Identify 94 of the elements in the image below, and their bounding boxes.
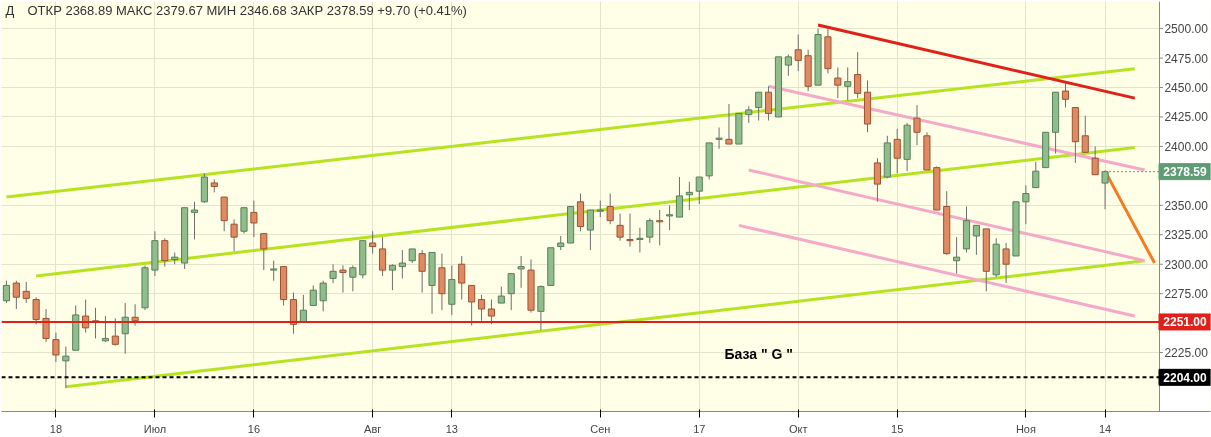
candlestick	[190, 201, 199, 240]
candlestick	[844, 66, 852, 101]
candlestick	[656, 209, 664, 246]
candlestick	[1081, 115, 1089, 153]
candlestick	[220, 196, 228, 232]
candlestick	[230, 218, 238, 252]
y-tick-label: 2275.00	[1164, 287, 1209, 302]
candlestick	[873, 157, 881, 203]
candlestick	[32, 296, 40, 325]
candlestick	[418, 249, 426, 294]
y-tick-label: 2500.00	[1164, 22, 1209, 37]
x-tick-label: 15	[891, 422, 904, 435]
candlestick	[270, 260, 278, 282]
candlestick	[953, 236, 961, 275]
candlestick	[121, 302, 129, 355]
candlestick	[695, 176, 703, 205]
candlestick	[250, 200, 258, 238]
y-tick-label: 2400.00	[1164, 139, 1209, 154]
candlestick	[636, 227, 644, 253]
candlestick	[1101, 169, 1109, 210]
candlestick	[378, 236, 387, 277]
x-tick-label: Авг	[364, 422, 382, 435]
x-tick-label: 18	[49, 422, 63, 435]
candlestick	[111, 317, 119, 347]
y-tick-label: 2225.00	[1164, 346, 1209, 361]
y-tick-label: 2450.00	[1164, 81, 1209, 96]
candlestick	[972, 224, 980, 256]
candlestick	[22, 281, 30, 304]
candlestick	[586, 209, 594, 251]
candlestick	[616, 213, 624, 242]
candlestick	[240, 207, 248, 235]
candlestick	[1002, 242, 1010, 284]
annotation: База " G "	[724, 345, 793, 362]
candlestick	[161, 237, 169, 268]
ref-line-label: 2251.00	[1163, 315, 1208, 330]
candlestick	[1091, 145, 1099, 176]
candlestick	[794, 33, 802, 72]
candlestick	[62, 346, 70, 389]
candlestick	[1032, 161, 1040, 189]
candlestick	[606, 193, 614, 225]
candlestick	[834, 66, 842, 99]
candlestick	[319, 280, 327, 312]
candlestick	[626, 213, 634, 248]
candlestick	[725, 103, 733, 145]
candlestick	[764, 85, 773, 121]
candlestick	[646, 217, 654, 244]
candlestick	[913, 104, 921, 146]
y-tick-label: 2475.00	[1164, 51, 1209, 66]
candlestick	[458, 255, 466, 301]
x-tick-label: 13	[445, 422, 458, 435]
candlestick	[339, 264, 347, 294]
y-tick-label: 2350.00	[1164, 198, 1209, 213]
x-tick-label: Июл	[143, 422, 167, 435]
candlestick	[1022, 184, 1030, 225]
candlestick	[398, 249, 406, 279]
candlestick	[715, 127, 723, 150]
candlestick	[52, 332, 60, 363]
candlestick	[329, 263, 337, 284]
x-tick-label: Сен	[590, 422, 611, 435]
candlestick	[487, 299, 495, 325]
candlestick	[477, 294, 486, 322]
x-tick-label: 17	[693, 422, 706, 435]
candlestick	[507, 273, 515, 311]
x-tick-label: 16	[247, 422, 261, 435]
candlestick	[260, 233, 268, 271]
candlestick	[854, 51, 862, 99]
annotation: 2378.59	[1163, 165, 1208, 180]
candlestick	[12, 280, 20, 310]
candlestick	[685, 181, 693, 211]
candlestick	[101, 315, 109, 343]
candlestick	[1061, 82, 1070, 109]
x-tick-label: Ноя	[1015, 422, 1036, 435]
x-tick-label: 14	[1098, 422, 1112, 435]
candlestick	[468, 284, 476, 326]
y-tick-label: 2325.00	[1164, 228, 1209, 243]
chart-title: Д	[5, 2, 15, 18]
ref-line-label: 2204.00	[1163, 370, 1208, 385]
candlestick	[42, 308, 50, 343]
candlestick	[2, 280, 11, 304]
candlestick	[388, 263, 397, 291]
y-tick-label: 2425.00	[1164, 110, 1209, 125]
candlestick	[755, 91, 763, 121]
candlestick	[666, 204, 674, 231]
candlestick	[131, 303, 139, 326]
candlestick	[349, 264, 357, 292]
candlestick	[517, 255, 525, 289]
candlestick	[309, 284, 317, 306]
candlestick	[369, 230, 377, 255]
candlestick	[784, 54, 792, 77]
candlestick	[675, 176, 684, 218]
candlestick	[893, 128, 901, 175]
x-tick-label: Окт	[788, 422, 808, 435]
chart-subtitle: ОТКР 2368.89 МАКС 2379.67 МИН 2346.68 ЗАКР 2378.59 +9.70 (+0.41%)	[27, 2, 467, 18]
y-tick-label: 2300.00	[1164, 257, 1209, 272]
